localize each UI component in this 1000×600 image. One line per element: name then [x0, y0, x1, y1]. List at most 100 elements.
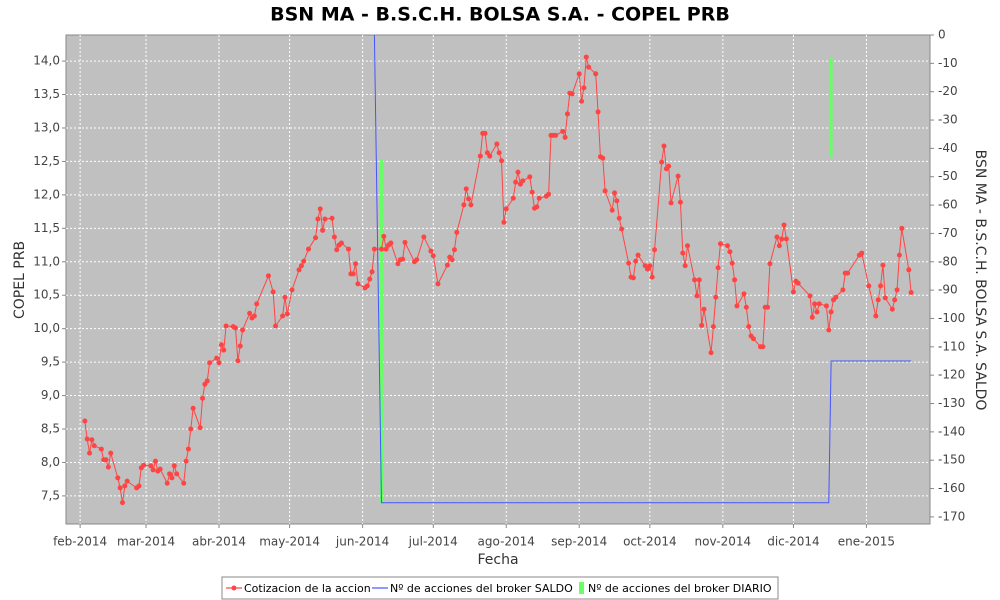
data-point	[334, 247, 340, 253]
data-point	[317, 206, 323, 212]
data-point	[282, 294, 288, 300]
y2-tick-label: 0	[938, 28, 946, 42]
data-point	[463, 186, 469, 192]
data-point	[428, 248, 434, 254]
data-point	[167, 471, 173, 477]
x-tick-label: abr-2014	[192, 535, 246, 549]
y-tick-label: 8,0	[41, 455, 60, 469]
y-tick-label: 7,5	[41, 488, 60, 502]
data-point	[185, 446, 191, 452]
data-point	[595, 109, 601, 115]
data-point	[562, 134, 568, 140]
data-point	[626, 260, 632, 266]
data-point	[767, 261, 773, 267]
y-tick-label: 8,5	[41, 422, 60, 436]
data-point	[240, 327, 246, 333]
data-point	[207, 360, 213, 366]
y-tick-label: 13,0	[33, 120, 60, 134]
data-point	[181, 480, 187, 486]
data-point	[840, 287, 846, 293]
data-point	[400, 256, 406, 262]
chart-title: BSN MA - B.S.C.H. BOLSA S.A. - COPEL PRB	[270, 4, 730, 26]
data-point	[218, 342, 224, 348]
data-point	[661, 143, 667, 149]
legend-box	[221, 576, 779, 600]
y-tick-label: 10,5	[33, 288, 60, 302]
data-point	[696, 277, 702, 283]
data-point	[527, 174, 533, 180]
y2-tick-label: -100	[938, 311, 965, 325]
data-point	[190, 405, 196, 411]
data-point	[779, 236, 785, 242]
data-point	[353, 261, 359, 267]
grid	[66, 35, 930, 524]
data-point	[152, 458, 158, 464]
data-point	[906, 267, 912, 273]
data-point	[553, 132, 559, 138]
data-point	[668, 200, 674, 206]
data-point	[247, 310, 253, 316]
data-point	[451, 247, 457, 253]
y-tick-label: 12,0	[33, 187, 60, 201]
data-point	[430, 253, 436, 259]
data-point	[899, 225, 905, 231]
data-point	[746, 324, 752, 330]
data-point	[197, 425, 203, 431]
data-point	[710, 324, 716, 330]
data-point	[367, 276, 373, 282]
data-point	[233, 325, 239, 331]
data-point	[510, 195, 516, 201]
data-point	[812, 301, 818, 307]
data-point	[223, 323, 229, 329]
data-point	[315, 216, 321, 222]
data-point	[296, 267, 302, 273]
data-point	[685, 243, 691, 249]
legend-swatch	[579, 582, 584, 594]
data-point	[633, 258, 639, 264]
data-point	[482, 130, 488, 136]
data-point	[87, 450, 93, 456]
data-point	[454, 229, 460, 235]
x-tick-label: feb-2014	[53, 535, 107, 549]
data-point	[583, 54, 589, 60]
data-point	[647, 263, 653, 269]
y2-tick-label: -30	[938, 113, 958, 127]
data-point	[331, 234, 337, 240]
x-tick-label: dic-2014	[767, 535, 819, 549]
y-tick-label: 9,0	[41, 388, 60, 402]
data-point	[708, 350, 714, 356]
data-point	[237, 343, 243, 349]
data-point	[612, 190, 618, 196]
data-point	[503, 206, 509, 212]
x-tick-label: jul-2014	[408, 535, 458, 549]
data-point	[833, 294, 839, 300]
data-point	[499, 158, 505, 164]
data-point	[124, 478, 130, 484]
data-point	[117, 485, 123, 491]
data-point	[828, 309, 834, 315]
y2-tick-label: -140	[938, 424, 965, 438]
y-tick-label: 11,5	[33, 221, 60, 235]
data-point	[741, 291, 747, 297]
data-point	[254, 301, 260, 307]
data-point	[148, 463, 154, 469]
data-point	[265, 273, 271, 279]
data-point	[750, 336, 756, 342]
data-point	[355, 281, 361, 287]
data-point	[150, 467, 156, 473]
data-point	[280, 313, 286, 319]
data-point	[115, 475, 121, 481]
data-point	[809, 314, 815, 320]
y2-tick-label: -120	[938, 368, 965, 382]
data-point	[301, 258, 307, 264]
data-point	[790, 289, 796, 295]
data-point	[692, 277, 698, 283]
data-point	[204, 378, 210, 384]
data-point	[214, 355, 220, 361]
y-tick-label: 11,0	[33, 254, 60, 268]
data-point	[878, 283, 884, 289]
y2-tick-label: -170	[938, 509, 965, 523]
y2-tick-label: -10	[938, 56, 958, 70]
data-point	[727, 249, 733, 255]
